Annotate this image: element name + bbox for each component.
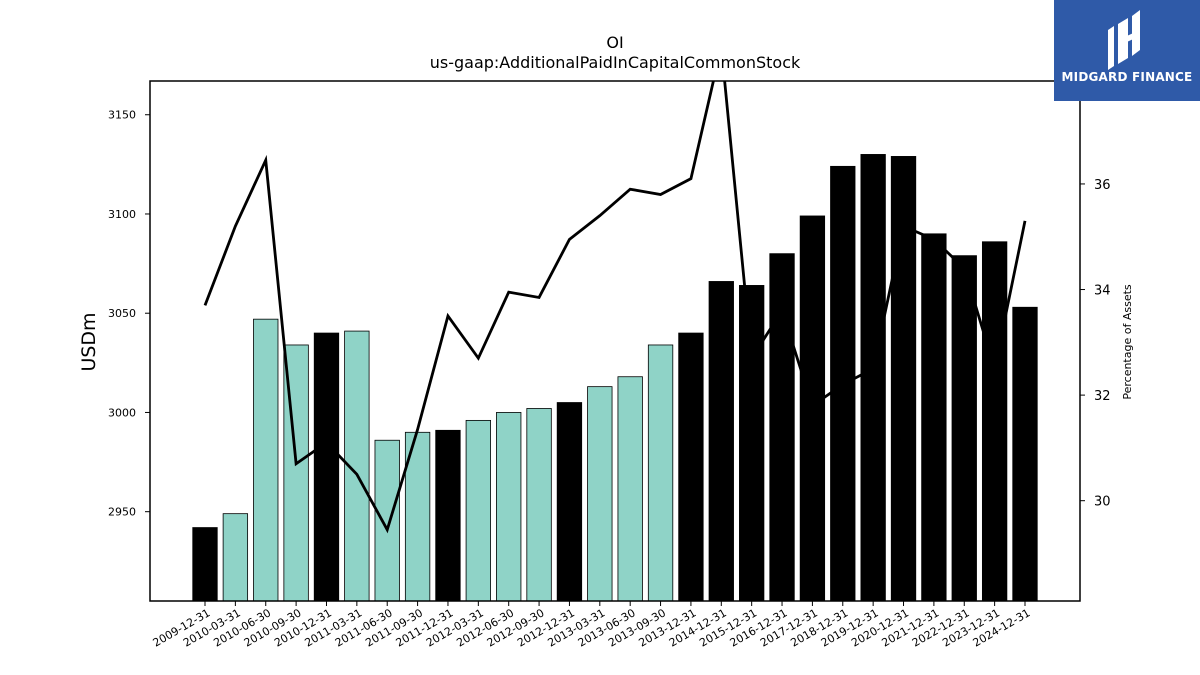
logo-text: MIDGARD FINANCE (1061, 70, 1193, 84)
y-axis-label: USDm (78, 312, 100, 371)
line-group (203, 81, 1027, 534)
bar (556, 402, 583, 602)
bar (374, 439, 400, 602)
bar (981, 241, 1008, 602)
bar (769, 253, 795, 602)
y2-tick-label: 32 (1094, 389, 1111, 404)
y2-tick-label: 30 (1094, 495, 1111, 510)
bar (1012, 306, 1038, 602)
y-tick-label: 3050 (108, 307, 136, 320)
bar (526, 408, 552, 602)
bars-group (192, 154, 1038, 602)
y-tick-label: 2950 (108, 506, 136, 519)
bar (708, 281, 734, 602)
chart-title: OI (606, 33, 623, 52)
bar (222, 513, 249, 602)
bar (647, 344, 674, 602)
series-line (203, 81, 1027, 534)
bar (890, 156, 917, 602)
bar (192, 527, 218, 602)
logo-mark-icon (1108, 10, 1140, 70)
y-tick-label: 3000 (108, 406, 136, 419)
bar (253, 318, 279, 602)
bar (739, 285, 765, 602)
y2-tick-label: 34 (1094, 284, 1111, 299)
plot-frame (149, 80, 1081, 602)
bar (435, 429, 461, 602)
bar (678, 332, 704, 602)
y2-axis-label: Percentage of Assets (1121, 284, 1134, 400)
bar (860, 154, 886, 602)
bar (496, 412, 522, 602)
y-tick-label: 3100 (108, 208, 136, 221)
bar (617, 376, 643, 602)
bar (951, 255, 977, 602)
bar (799, 215, 826, 602)
y2-tick-label: 36 (1094, 178, 1111, 193)
chart-subtitle: us-gaap:AdditionalPaidInCapitalCommonSto… (430, 53, 801, 72)
bar (921, 233, 947, 602)
bar (465, 419, 491, 602)
bar (587, 386, 613, 602)
bar (313, 332, 340, 602)
y-tick-label: 3150 (108, 109, 136, 122)
brand-logo: MIDGARD FINANCE (1054, 0, 1200, 101)
